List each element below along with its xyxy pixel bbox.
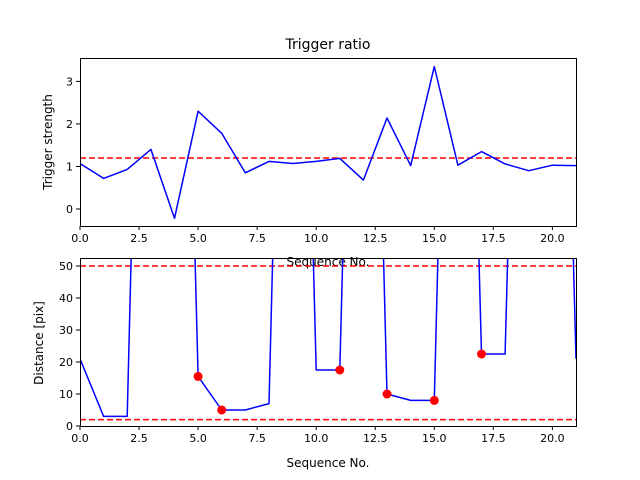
x-tick-label: 5.0: [189, 432, 207, 445]
y-tick-label: 0: [66, 203, 73, 216]
x-tick-label: 17.5: [481, 432, 506, 445]
data-point: [477, 349, 487, 359]
chart-title: Trigger ratio: [284, 37, 370, 53]
y-tick-label: 1: [66, 160, 73, 173]
data-point: [217, 405, 227, 415]
plot-frame: [80, 258, 577, 427]
x-tick-label: 15.0: [422, 432, 447, 445]
series-layer: [80, 65, 576, 220]
y-tick-label: 30: [59, 324, 73, 337]
y-axis-label: Trigger strength: [41, 94, 55, 191]
x-tick-label: 15.0: [422, 232, 447, 245]
plot-area: [80, 258, 576, 421]
x-tick-label: 0.0: [71, 432, 89, 445]
x-tick-label: 7.5: [248, 432, 266, 445]
y-tick-label: 40: [59, 292, 73, 305]
y-tick-label: 50: [59, 260, 73, 273]
x-tick-label: 0.0: [71, 232, 89, 245]
y-tick-label: 10: [59, 388, 73, 401]
ticks-layer: 0.0 2.5 5.0 7.5 10.0 12.5 15.0 17.5 20.0 0 1 2 3: [66, 75, 565, 245]
series-line: [80, 65, 576, 220]
y-tick-label: 0: [66, 420, 73, 433]
x-tick-label: 12.5: [363, 232, 388, 245]
x-tick-label: 17.5: [481, 232, 506, 245]
data-point: [335, 365, 345, 375]
series-line: [80, 258, 576, 418]
x-tick-label: 7.5: [248, 232, 266, 245]
data-point: [382, 389, 392, 399]
y-tick-label: 2: [66, 118, 73, 131]
x-tick-label: 10.0: [304, 432, 329, 445]
ticks-layer: 0.0 2.5 5.0 7.5 10.0 12.5 15.0 17.5 20.0 0 10 20 30 4…: [59, 260, 565, 445]
data-point: [193, 371, 203, 381]
series-layer: [80, 258, 576, 421]
y-axis-label: Distance [pix]: [32, 301, 46, 385]
x-axis-label: Sequence No.: [287, 255, 370, 269]
x-tick-label: 2.5: [130, 232, 148, 245]
x-tick-label: 20.0: [540, 232, 565, 245]
plot-area: [80, 65, 576, 220]
y-tick-label: 3: [66, 75, 73, 88]
x-tick-label: 5.0: [189, 232, 207, 245]
x-tick-label: 10.0: [304, 232, 329, 245]
trigger-ratio-panel: Trigger ratio Trigger strength Sequence …: [41, 37, 577, 269]
x-axis-label: Sequence No.: [287, 456, 370, 470]
distance-panel: Distance [pix] Sequence No. 0.0 2.5 5.0 7.5…: [32, 258, 577, 470]
plot-frame: [80, 58, 577, 227]
data-point: [429, 395, 439, 405]
y-tick-label: 20: [59, 356, 73, 369]
x-tick-label: 12.5: [363, 432, 388, 445]
x-tick-label: 20.0: [540, 432, 565, 445]
x-tick-label: 2.5: [130, 432, 148, 445]
